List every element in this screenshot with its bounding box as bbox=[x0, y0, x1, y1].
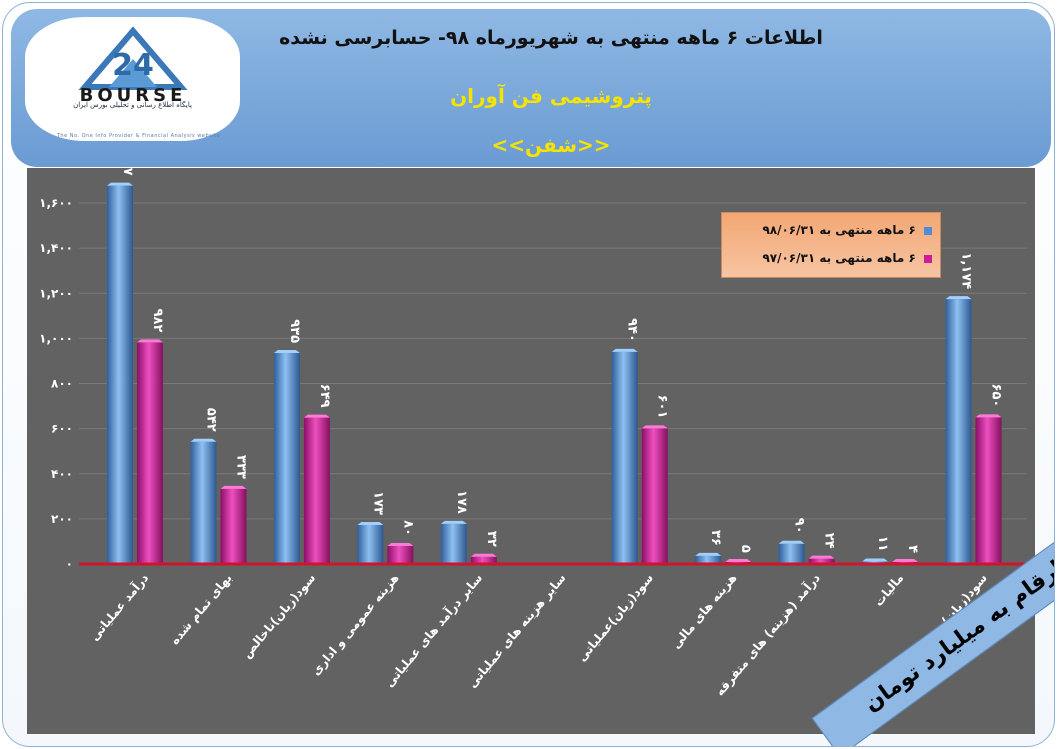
y-tick-label: ۶۰۰ bbox=[51, 422, 73, 436]
data-label: ۸۰ bbox=[400, 520, 415, 536]
bar-top bbox=[862, 558, 889, 562]
logo-caption: پایگاه اطلاع رسانی و تحلیلی بورس ایران bbox=[73, 101, 192, 109]
y-tick-label: ۰ bbox=[66, 557, 73, 571]
bar-top bbox=[107, 182, 133, 186]
ticker-symbol: <<شفن>> bbox=[491, 133, 611, 157]
bar-blue bbox=[945, 299, 972, 564]
bar-top bbox=[440, 520, 467, 524]
bar-top bbox=[137, 339, 163, 343]
bar-blue bbox=[273, 353, 300, 564]
bar-top bbox=[945, 296, 972, 300]
x-category-label: هزینه عمومی و اداری bbox=[309, 571, 403, 679]
bar-pink bbox=[303, 417, 330, 564]
bourse-logo-icon: 24 BOURSE bbox=[78, 26, 188, 106]
bar-top bbox=[220, 485, 247, 489]
bar-top bbox=[273, 350, 300, 354]
y-tick-label: ۲۰۰ bbox=[51, 512, 73, 526]
bar-top bbox=[641, 425, 668, 429]
legend-label-1: ۶ ماهه منتهی به ۹۸/۰۶/۳۱ bbox=[762, 223, 916, 237]
bar-top bbox=[357, 521, 384, 525]
company-name: پتروشیمی فن آوران bbox=[450, 84, 652, 108]
bar-top bbox=[778, 540, 805, 544]
legend-item-2: ۶ ماهه منتهی به ۹۷/۰۶/۳۱ bbox=[722, 251, 932, 265]
legend-item-1: ۶ ماهه منتهی به ۹۸/۰۶/۳۱ bbox=[722, 223, 932, 237]
logo: 24 BOURSE پایگاه اطلاع رسانی و تحلیلی بو… bbox=[25, 17, 240, 141]
bar-blue bbox=[778, 543, 805, 564]
x-category-label: درآمد عملیاتی bbox=[87, 570, 152, 643]
data-label: ۶۰۱ bbox=[655, 395, 670, 419]
x-category-label: سود(زیان)عملیاتی bbox=[575, 571, 657, 665]
bar-pink bbox=[137, 342, 163, 564]
data-label: ۳۲ bbox=[484, 531, 499, 547]
bar-blue bbox=[357, 524, 384, 564]
chart-legend: ۶ ماهه منتهی به ۹۸/۰۶/۳۱ ۶ ماهه منتهی به… bbox=[721, 212, 941, 278]
y-tick-label: ۸۰۰ bbox=[51, 377, 73, 391]
x-category-label: هزینه های مالی bbox=[669, 571, 740, 651]
data-label: ۱۱ bbox=[875, 536, 890, 552]
legend-label-2: ۶ ماهه منتهی به ۹۷/۰۶/۳۱ bbox=[762, 251, 916, 265]
chart-panel: ۰ ۲۰۰ ۴۰۰ ۶۰۰ ۸۰۰ ۱,۰۰۰ ۱,۲۰۰ ۱,۴۰۰ ۱,۶۰۰ ۱,۶۷۷ ۹… bbox=[27, 168, 1035, 734]
data-label: ۳۶ bbox=[708, 530, 723, 546]
legend-swatch-blue bbox=[924, 226, 932, 235]
bar-pink bbox=[387, 545, 414, 564]
data-label: ۱,۶۷۷ bbox=[120, 168, 135, 176]
logo-subtitle: The No. One Info Provider & Financial An… bbox=[56, 133, 221, 139]
x-category-label: مالیات bbox=[871, 571, 906, 609]
bar-top bbox=[808, 555, 835, 559]
bar-top bbox=[303, 414, 330, 418]
y-tick-label: ۴۰۰ bbox=[51, 467, 73, 481]
bar-pink bbox=[641, 428, 668, 564]
bar-pink bbox=[975, 417, 1002, 564]
data-label: ۲۴ bbox=[822, 533, 837, 549]
bar-top bbox=[470, 553, 497, 557]
legend-swatch-pink bbox=[924, 254, 932, 263]
data-label: ۳۳۳ bbox=[233, 455, 248, 479]
x-category-label: سایر درآمد های عملیاتی bbox=[381, 570, 485, 689]
data-label: ۵ bbox=[738, 545, 753, 553]
data-label: ۶۴۹ bbox=[317, 384, 332, 408]
data-label: ۹۰ bbox=[792, 518, 807, 534]
data-label: ۹۴۰ bbox=[625, 318, 640, 342]
bar-top bbox=[611, 348, 638, 352]
y-tick-label: ۱,۲۰۰ bbox=[39, 286, 73, 300]
bar-blue bbox=[695, 555, 722, 564]
x-category-label: سایر هزینه های عملیاتی bbox=[465, 571, 568, 691]
bar-blue bbox=[440, 523, 467, 564]
logo-brand: BOURSE bbox=[80, 85, 187, 106]
bar-pink bbox=[808, 558, 835, 564]
y-tick-label: ۱,۶۰۰ bbox=[39, 196, 73, 210]
data-label: ۹۸۲ bbox=[150, 309, 165, 333]
bar-blue bbox=[611, 351, 638, 564]
report-title: اطلاعات ۶ ماهه منتهی به شهریورماه ۹۸- حس… bbox=[279, 27, 823, 49]
bar-top bbox=[975, 414, 1002, 418]
data-label: ۴ bbox=[905, 545, 920, 553]
x-category-label: سود(زیان)ناخالص bbox=[240, 571, 319, 662]
bar-blue bbox=[107, 185, 133, 564]
bar-chart: ۰ ۲۰۰ ۴۰۰ ۶۰۰ ۸۰۰ ۱,۰۰۰ ۱,۲۰۰ ۱,۴۰۰ ۱,۶۰۰ ۱,۶۷۷ ۹… bbox=[39, 168, 1027, 699]
data-label: ۵۴۲ bbox=[203, 408, 218, 432]
bar-pink bbox=[220, 488, 247, 564]
logo-mark: 24 bbox=[112, 48, 154, 83]
bar-pink bbox=[470, 556, 497, 564]
x-category-label: بهای تمام شده bbox=[167, 571, 235, 648]
data-label: ۱۷۸ bbox=[454, 490, 469, 514]
header-banner: 24 BOURSE پایگاه اطلاع رسانی و تحلیلی بو… bbox=[11, 9, 1051, 167]
bar-top bbox=[892, 559, 919, 562]
bar-top bbox=[725, 559, 752, 562]
data-label: ۱۷۳ bbox=[370, 491, 385, 515]
bar-top bbox=[695, 552, 722, 556]
data-label: ۱,۱۷۴ bbox=[959, 252, 974, 289]
y-tick-label: ۱,۰۰۰ bbox=[39, 331, 73, 345]
data-label: ۹۳۵ bbox=[287, 319, 302, 343]
y-tick-label: ۱,۴۰۰ bbox=[39, 241, 73, 255]
bar-blue bbox=[190, 441, 217, 564]
bar-top bbox=[387, 542, 414, 546]
data-label: ۶۵۰ bbox=[989, 384, 1004, 408]
bar-top bbox=[190, 438, 217, 442]
